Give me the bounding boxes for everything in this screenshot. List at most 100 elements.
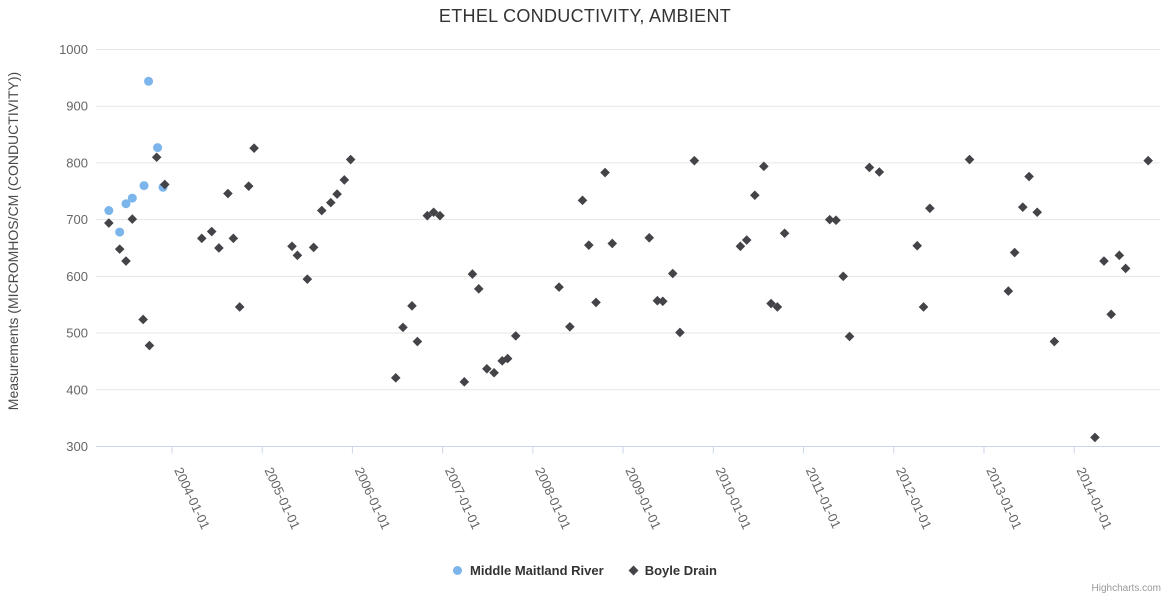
data-point-series1[interactable] (1120, 263, 1131, 274)
data-point-series0[interactable] (153, 143, 163, 153)
data-point-series1[interactable] (874, 167, 885, 177)
data-point-series1[interactable] (750, 190, 760, 201)
data-point-series1[interactable] (428, 207, 439, 218)
data-point-series1[interactable] (287, 241, 297, 252)
data-point-series1[interactable] (473, 284, 484, 294)
data-point-series1[interactable] (206, 226, 217, 237)
data-point-series1[interactable] (144, 340, 155, 351)
data-point-series1[interactable] (196, 233, 207, 244)
data-point-series1[interactable] (644, 232, 655, 243)
data-point-series1[interactable] (925, 203, 935, 214)
data-point-series0[interactable] (127, 193, 137, 203)
data-point-series1[interactable] (308, 242, 319, 253)
data-point-series1[interactable] (1024, 171, 1034, 182)
data-point-series1[interactable] (1017, 202, 1028, 212)
data-point-series1[interactable] (332, 189, 342, 199)
data-point-series0[interactable] (121, 199, 131, 209)
data-point-series1[interactable] (591, 297, 601, 308)
data-point-series0[interactable] (144, 76, 154, 86)
data-point-series1[interactable] (912, 240, 923, 251)
data-point-series1[interactable] (584, 240, 594, 250)
data-point-series1[interactable] (302, 274, 313, 284)
data-point-series1[interactable] (316, 205, 327, 216)
x-axis-label: 2008-01-01 (532, 465, 574, 532)
data-point-series1[interactable] (1032, 207, 1043, 218)
x-axis-label: 2006-01-01 (352, 465, 394, 532)
data-point-series1[interactable] (412, 336, 423, 347)
data-point-series1[interactable] (772, 302, 783, 312)
data-point-series1[interactable] (607, 238, 618, 249)
data-point-series0[interactable] (139, 181, 149, 191)
data-point-series1[interactable] (482, 363, 492, 374)
data-point-series1[interactable] (844, 331, 855, 342)
data-point-series1[interactable] (1143, 155, 1153, 166)
data-point-series1[interactable] (159, 179, 170, 190)
data-point-series1[interactable] (467, 269, 478, 279)
data-point-series1[interactable] (104, 218, 114, 228)
data-point-series1[interactable] (1090, 432, 1100, 443)
data-point-series1[interactable] (459, 377, 470, 387)
data-point-series1[interactable] (1114, 250, 1125, 261)
data-point-series1[interactable] (435, 210, 445, 221)
data-point-series1[interactable] (675, 327, 685, 338)
data-point-series1[interactable] (824, 214, 835, 225)
data-point-series1[interactable] (510, 331, 521, 341)
data-point-series1[interactable] (766, 298, 776, 309)
data-point-series1[interactable] (489, 367, 499, 378)
data-point-series1[interactable] (228, 233, 239, 244)
data-point-series1[interactable] (652, 295, 663, 306)
data-point-series1[interactable] (964, 154, 975, 165)
data-point-series1[interactable] (657, 296, 668, 307)
data-point-series1[interactable] (1009, 247, 1020, 258)
data-point-series1[interactable] (114, 244, 125, 254)
y-axis-label: 700 (66, 212, 88, 227)
data-point-series1[interactable] (689, 155, 700, 166)
data-point-series1[interactable] (121, 256, 131, 266)
data-point-series1[interactable] (138, 314, 148, 325)
data-point-series1[interactable] (1003, 286, 1014, 296)
data-point-series1[interactable] (502, 353, 513, 364)
data-point-series1[interactable] (234, 302, 245, 312)
data-point-series1[interactable] (223, 188, 233, 199)
data-point-series1[interactable] (838, 271, 849, 282)
data-point-series1[interactable] (345, 154, 356, 165)
legend-item-boyle-drain[interactable]: Boyle Drain (628, 563, 717, 578)
data-point-series1[interactable] (422, 210, 433, 221)
data-point-series1[interactable] (918, 302, 929, 312)
data-point-series1[interactable] (249, 143, 259, 153)
y-axis-label: 900 (66, 99, 88, 114)
data-point-series1[interactable] (292, 250, 303, 261)
data-point-series1[interactable] (864, 162, 875, 173)
data-point-series1[interactable] (398, 322, 408, 333)
data-point-series1[interactable] (735, 241, 746, 252)
data-point-series1[interactable] (554, 282, 564, 292)
data-point-series1[interactable] (339, 175, 350, 185)
data-point-series1[interactable] (667, 268, 678, 279)
data-point-series1[interactable] (600, 167, 610, 178)
data-point-series1[interactable] (577, 195, 588, 206)
data-point-series1[interactable] (1049, 336, 1060, 347)
data-point-series1[interactable] (214, 243, 224, 253)
highcharts-credit[interactable]: Highcharts.com (1091, 583, 1161, 594)
data-point-series0[interactable] (104, 206, 114, 216)
data-point-series1[interactable] (390, 373, 401, 383)
data-point-series1[interactable] (565, 322, 575, 332)
legend-item-middle-maitland-river[interactable]: Middle Maitland River (453, 563, 604, 578)
data-point-series1[interactable] (741, 235, 752, 245)
data-point-series0[interactable] (115, 227, 125, 237)
data-point-series1[interactable] (1106, 309, 1116, 320)
data-point-series1[interactable] (1099, 256, 1109, 266)
data-point-series1[interactable] (831, 215, 841, 225)
circle-marker-icon (453, 566, 463, 575)
data-point-series1[interactable] (759, 161, 769, 172)
data-point-series1[interactable] (407, 301, 417, 311)
chart-title: ETHEL CONDUCTIVITY, AMBIENT (438, 6, 732, 26)
data-point-series1[interactable] (243, 181, 254, 191)
legend: Middle Maitland River Boyle Drain (0, 563, 1170, 578)
data-point-series1[interactable] (325, 197, 336, 208)
data-point-series1[interactable] (127, 214, 138, 224)
data-point-series1[interactable] (151, 152, 162, 163)
legend-label: Boyle Drain (644, 563, 717, 578)
data-point-series1[interactable] (779, 228, 790, 239)
